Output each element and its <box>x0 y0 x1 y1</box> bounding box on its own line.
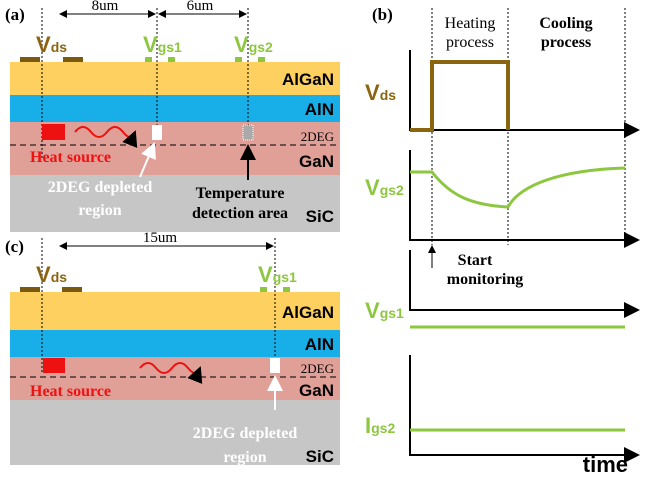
label-sub: gs1 <box>158 39 182 55</box>
label-sub: gs2 <box>249 39 273 55</box>
signal-label: Igs2 <box>365 413 395 438</box>
electrode <box>145 57 152 62</box>
phase-label: process <box>541 34 591 51</box>
depleted-label: 2DEG depleted <box>193 425 298 442</box>
layer-label: 2DEG <box>301 129 334 144</box>
electrode <box>283 287 290 292</box>
label-main: V <box>36 262 51 287</box>
electrode <box>260 287 267 292</box>
signal-label: Vgs2 <box>365 175 404 200</box>
label-sub: ds <box>380 87 397 103</box>
heat-source-label: Heat source <box>30 149 111 166</box>
panel-label: (a) <box>5 5 25 24</box>
electrode-label: Vgs1 <box>143 32 182 57</box>
dimension-label: 8um <box>92 0 119 14</box>
heat-source <box>43 358 65 373</box>
detection-label: Temperature <box>196 185 285 202</box>
depleted-region <box>152 125 162 140</box>
electrode-label: Vds <box>36 32 67 57</box>
phase-label: Heating <box>445 15 496 32</box>
label-main: V <box>36 32 51 57</box>
detection-label: detection area <box>192 205 288 222</box>
electrode <box>168 57 175 62</box>
axis <box>410 250 638 310</box>
start-label: monitoring <box>447 271 523 288</box>
dimension-label: 15um <box>143 230 178 246</box>
aln-layer <box>10 95 340 122</box>
panel-b: (b) Heating process Cooling process Vds … <box>365 5 638 477</box>
axis <box>410 150 638 240</box>
heat-source-label: Heat source <box>30 383 111 400</box>
aln-layer <box>10 330 340 357</box>
electrode <box>63 57 83 62</box>
signal-label: Vds <box>365 80 396 105</box>
layer-label: 2DEG <box>301 361 334 376</box>
panel-a: (a) 8um 6um Vds Vgs1 Vgs2 AlGaN AlN 2DEG… <box>5 0 340 232</box>
depleted-region <box>270 358 280 373</box>
label-sub: gs1 <box>273 269 297 285</box>
electrode <box>20 287 40 292</box>
label-main: V <box>258 262 273 287</box>
electrode <box>62 287 82 292</box>
label-sub: ds <box>51 39 68 55</box>
vgs2-signal <box>410 168 625 207</box>
layer-label: AlGaN <box>282 303 334 322</box>
time-label: time <box>583 452 628 477</box>
label-sub: gs2 <box>371 420 395 436</box>
layer-label: GaN <box>299 152 334 171</box>
panel-label: (c) <box>5 237 24 256</box>
label-main: V <box>365 80 380 105</box>
label-main: V <box>365 298 380 323</box>
panel-c: (c) 15um Vds Vgs1 AlGaN AlN 2DEG GaN SiC… <box>5 230 340 466</box>
label-main: V <box>143 32 158 57</box>
electrode <box>235 57 242 62</box>
label-main: V <box>234 32 249 57</box>
start-label: Start <box>458 252 493 269</box>
electrode-label: Vds <box>36 262 67 287</box>
electrode-label: Vgs2 <box>234 32 273 57</box>
layer-label: GaN <box>299 381 334 400</box>
layer-label: SiC <box>306 447 334 466</box>
phase-label: Cooling <box>539 15 592 32</box>
dimension-label: 6um <box>187 0 214 14</box>
electrode <box>20 57 40 62</box>
electrode-label: Vgs1 <box>258 262 297 287</box>
label-main: V <box>365 175 380 200</box>
label-sub: gs1 <box>380 305 404 321</box>
vds-signal <box>410 62 508 130</box>
layer-label: SiC <box>306 207 334 226</box>
electrode <box>258 57 265 62</box>
layer-label: AlN <box>305 335 334 354</box>
axis <box>410 355 638 455</box>
signal-label: Vgs1 <box>365 298 404 323</box>
label-sub: ds <box>51 269 68 285</box>
depleted-label: region <box>78 202 121 219</box>
layer-label: AlN <box>305 100 334 119</box>
depleted-label: region <box>223 449 266 466</box>
figure: (a) 8um 6um Vds Vgs1 Vgs2 AlGaN AlN 2DEG… <box>0 0 654 477</box>
panel-label: (b) <box>372 5 393 24</box>
detection-area <box>243 125 253 140</box>
heat-source <box>42 124 65 140</box>
label-sub: gs2 <box>380 182 404 198</box>
layer-label: AlGaN <box>282 70 334 89</box>
phase-label: process <box>446 34 494 51</box>
depleted-label: 2DEG depleted <box>48 179 153 196</box>
